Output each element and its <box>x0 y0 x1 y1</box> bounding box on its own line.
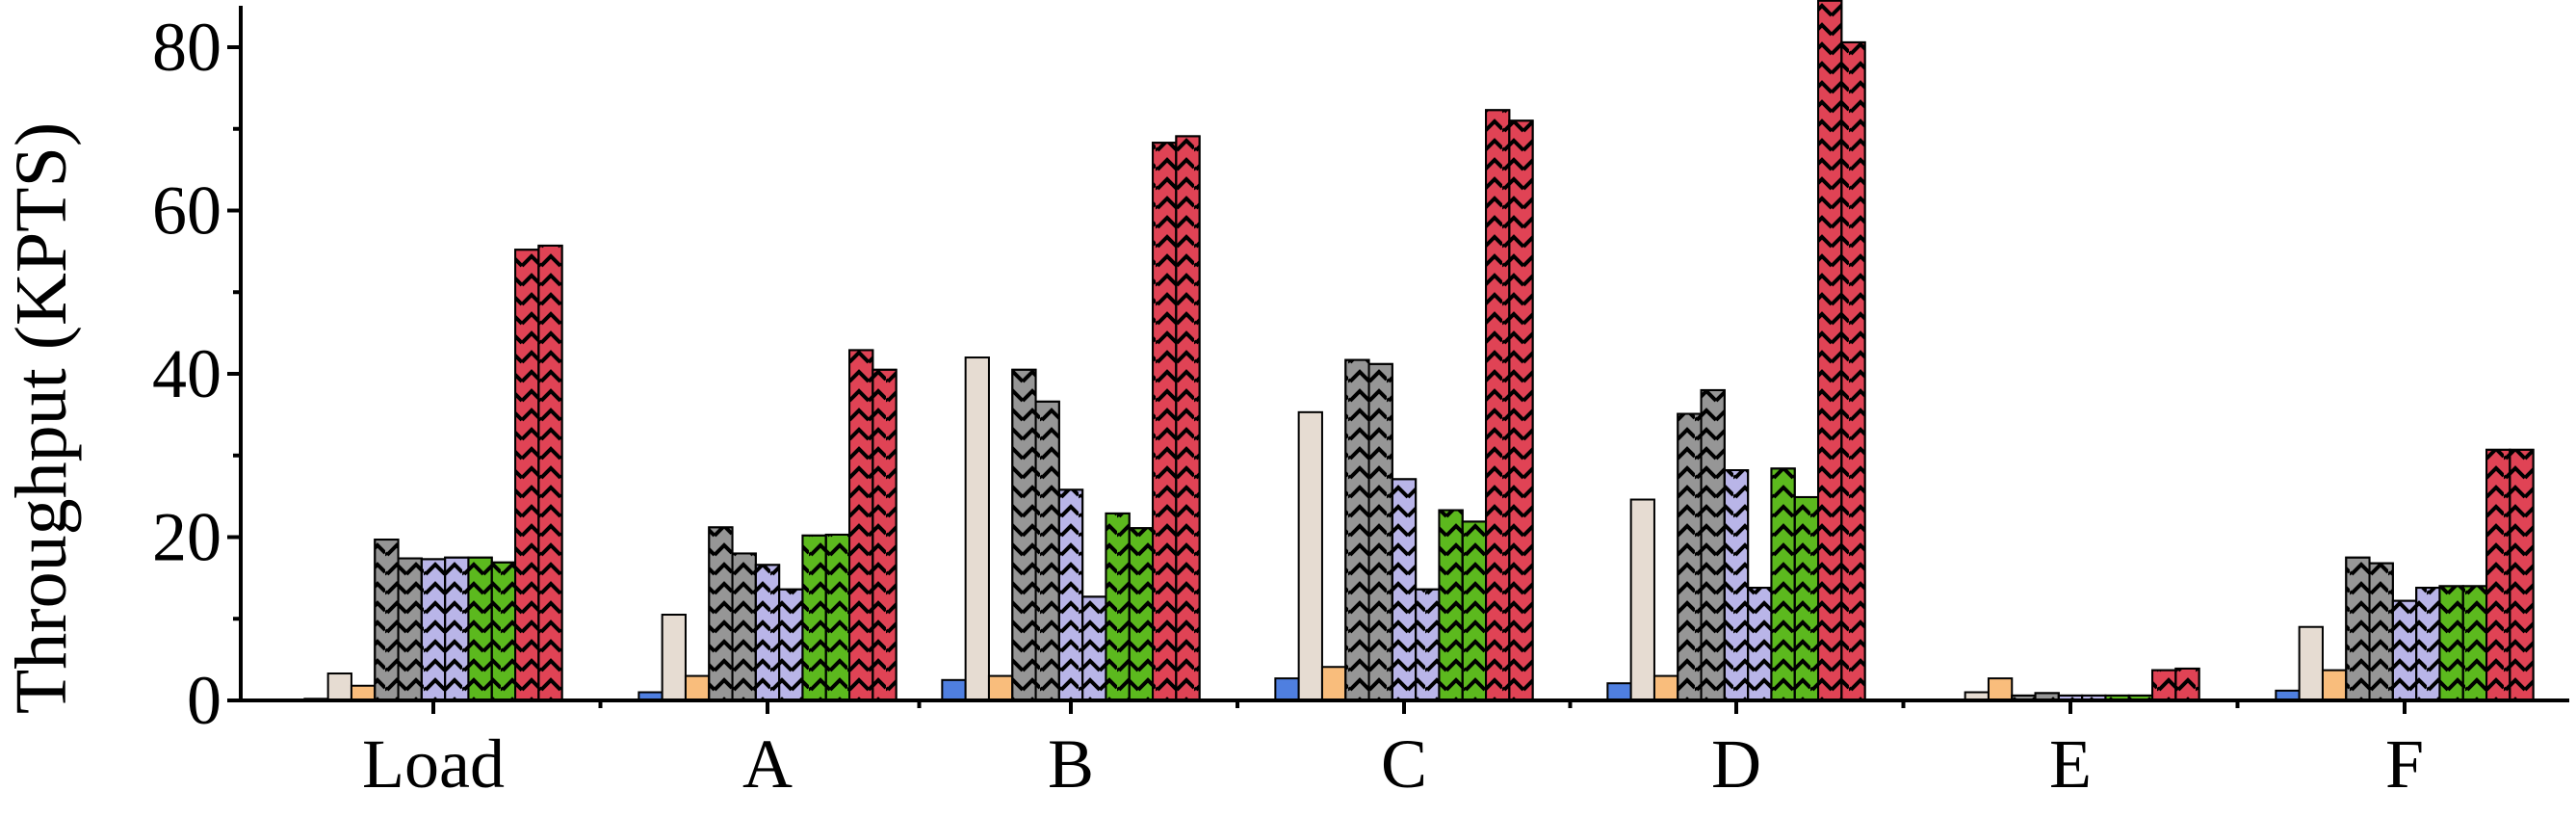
bar-b-1 <box>964 356 990 701</box>
y-tick-label-0: 0 <box>187 662 221 739</box>
bar-hatch-c-9 <box>1485 109 1511 701</box>
bar-hatch-c-4 <box>1367 362 1393 701</box>
bar-hatch-load-10 <box>537 244 563 701</box>
bar-hatch-d-4 <box>1700 388 1726 701</box>
bar-load-2 <box>350 684 377 701</box>
bar-hatch-c-8 <box>1461 520 1488 702</box>
bar-hatch-f-8 <box>2461 585 2488 701</box>
bar-c-1 <box>1297 410 1323 701</box>
y-tick-label-40: 40 <box>152 335 221 412</box>
bars-layer <box>303 0 2535 702</box>
bar-c-2 <box>1320 666 1347 701</box>
bar-hatch-f-10 <box>2509 448 2535 701</box>
bar-c-0 <box>1274 677 1300 701</box>
bar-hatch-load-3 <box>374 539 400 701</box>
y-tick-label-60: 60 <box>152 172 221 250</box>
bar-hatch-f-9 <box>2485 448 2511 701</box>
bar-d-1 <box>1629 498 1655 702</box>
bar-load-1 <box>326 672 352 702</box>
bar-hatch-b-5 <box>1057 488 1084 701</box>
x-tick-label-load: Load <box>362 725 505 803</box>
bar-a-1 <box>661 614 687 702</box>
x-tick-label-c: C <box>1381 725 1427 803</box>
bar-hatch-c-3 <box>1344 358 1370 701</box>
bar-f-1 <box>2298 625 2324 701</box>
bar-hatch-c-6 <box>1415 588 1441 701</box>
bar-hatch-load-7 <box>467 556 493 701</box>
bar-hatch-d-8 <box>1793 495 1820 701</box>
bar-hatch-f-7 <box>2438 585 2464 701</box>
bar-e-2 <box>1987 677 2014 701</box>
bar-hatch-b-9 <box>1152 142 1178 702</box>
bar-hatch-b-3 <box>1011 368 1037 701</box>
bar-hatch-d-3 <box>1677 412 1703 701</box>
bar-hatch-b-7 <box>1105 512 1131 701</box>
bar-hatch-d-9 <box>1817 0 1843 701</box>
bar-hatch-c-7 <box>1438 509 1464 702</box>
bar-a-2 <box>684 674 711 702</box>
x-tick-label-b: B <box>1048 725 1094 803</box>
bar-hatch-d-5 <box>1723 469 1750 701</box>
x-tick-label-e: E <box>2049 725 2092 803</box>
bar-b-0 <box>941 678 967 701</box>
bar-hatch-a-3 <box>708 526 734 702</box>
bar-hatch-f-6 <box>2415 587 2441 701</box>
bar-hatch-a-7 <box>801 534 827 701</box>
bar-hatch-d-6 <box>1747 587 1773 701</box>
bar-hatch-load-9 <box>514 249 540 701</box>
bar-hatch-b-4 <box>1034 400 1060 701</box>
bar-f-2 <box>2321 669 2348 702</box>
bar-hatch-e-10 <box>2174 667 2200 702</box>
bar-hatch-f-3 <box>2345 556 2371 701</box>
bar-hatch-load-4 <box>397 557 423 701</box>
bar-hatch-f-4 <box>2368 562 2394 701</box>
bar-hatch-load-5 <box>420 558 447 701</box>
axes-layer <box>227 6 2569 714</box>
bar-hatch-d-7 <box>1770 467 1796 701</box>
bar-hatch-a-8 <box>824 533 851 702</box>
bar-b-2 <box>987 674 1014 702</box>
y-tick-label-20: 20 <box>152 499 221 576</box>
bar-hatch-b-8 <box>1128 527 1155 701</box>
bar-hatch-load-8 <box>490 561 517 702</box>
bar-hatch-a-10 <box>872 368 898 701</box>
bar-hatch-a-5 <box>754 564 781 701</box>
x-tick-label-a: A <box>742 725 793 803</box>
bar-hatch-b-6 <box>1081 595 1107 701</box>
bar-hatch-a-9 <box>848 349 874 701</box>
y-tick-label-80: 80 <box>152 9 221 86</box>
bar-hatch-e-9 <box>2151 669 2177 702</box>
bar-d-0 <box>1606 682 1632 702</box>
bar-hatch-a-4 <box>731 552 757 702</box>
bar-hatch-a-6 <box>778 588 804 701</box>
bar-hatch-load-6 <box>444 556 470 701</box>
bar-hatch-c-5 <box>1391 478 1418 701</box>
bar-hatch-f-5 <box>2391 599 2418 701</box>
labels-layer: 0 20 40 60 80 Load A B C D E F <box>152 9 2424 803</box>
bar-hatch-c-10 <box>1508 119 1534 701</box>
y-axis-label: Throughput (KPTS) <box>1 122 82 714</box>
bar-hatch-b-10 <box>1175 135 1201 701</box>
bar-hatch-d-10 <box>1840 40 1866 702</box>
x-tick-label-d: D <box>1711 725 1761 803</box>
x-tick-label-f: F <box>2385 725 2424 803</box>
bar-d-2 <box>1652 674 1679 702</box>
